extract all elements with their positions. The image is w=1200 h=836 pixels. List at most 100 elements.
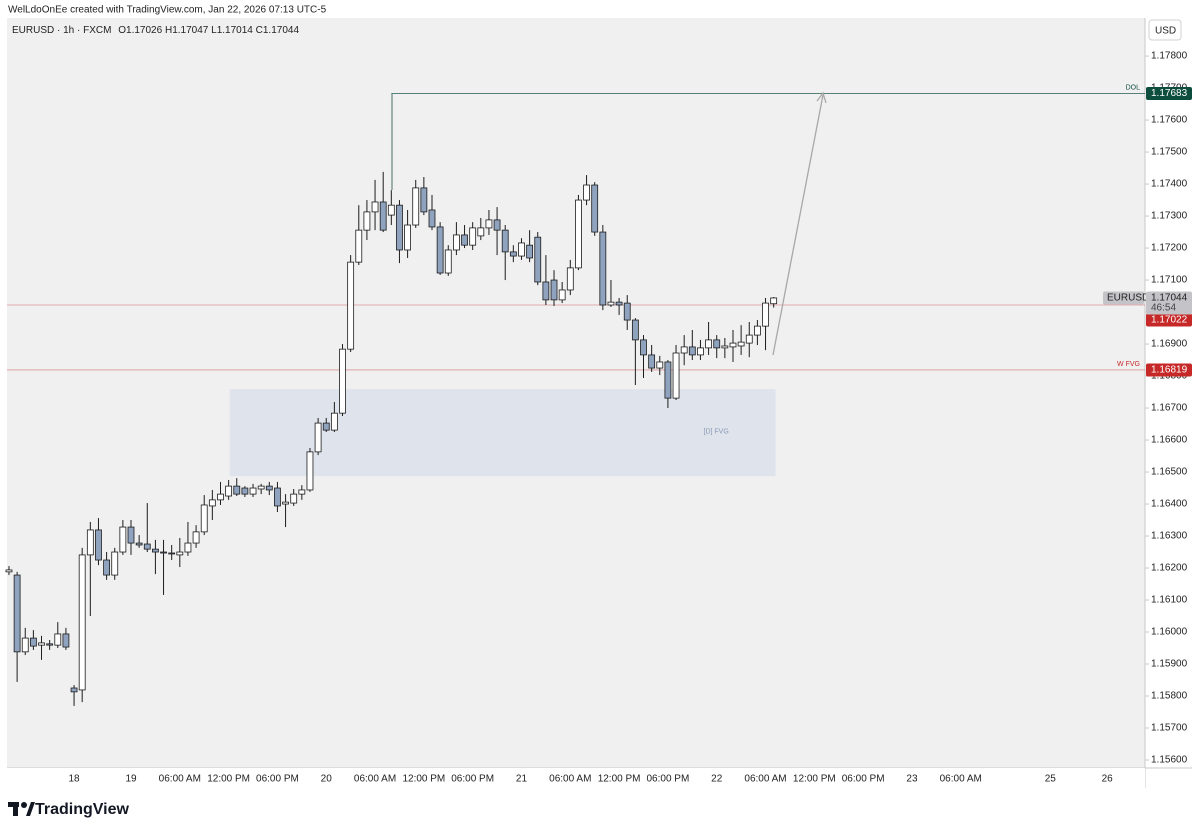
y-tick-label: 1.16600 xyxy=(1151,435,1188,446)
candle-body xyxy=(672,352,680,399)
candles xyxy=(5,171,778,706)
x-tick-label: 06:00 PM xyxy=(842,774,885,785)
price-line-label: W FVG xyxy=(1117,361,1140,368)
candle-body xyxy=(444,249,452,274)
price-axis-box xyxy=(1146,87,1192,101)
candle-body xyxy=(152,548,159,553)
candle-body xyxy=(396,204,403,251)
candle-body xyxy=(217,493,224,501)
candle-body xyxy=(648,354,656,369)
x-tick-label: 06:00 AM xyxy=(744,774,786,785)
y-tick-label: 1.15800 xyxy=(1151,691,1188,702)
candle-body xyxy=(631,319,639,341)
candle-body xyxy=(745,334,753,344)
symbol: EURUSD · 1h · FXCM xyxy=(12,25,111,36)
candle-body xyxy=(558,289,566,301)
x-tick-label: 06:00 PM xyxy=(647,774,690,785)
candle-body xyxy=(290,493,298,504)
ohlc-prefix: L xyxy=(211,25,217,36)
candle-body xyxy=(21,637,29,653)
candle-body xyxy=(379,201,387,231)
ohlc-value: 1.17044 xyxy=(263,25,300,36)
x-tick-label: 12:00 PM xyxy=(207,774,250,785)
candle-body xyxy=(469,227,477,246)
candle-body xyxy=(518,242,525,257)
currency[interactable]: USD xyxy=(1155,26,1176,37)
zone-label: [D] FVG xyxy=(704,429,729,436)
y-tick-label: 1.17600 xyxy=(1151,115,1188,126)
price-axis-label: 1.17022 xyxy=(1151,315,1188,326)
candle-body xyxy=(607,301,615,306)
price-axis-box xyxy=(1146,363,1192,377)
candle-body xyxy=(160,551,167,554)
candle-body xyxy=(314,422,322,453)
candle-body xyxy=(119,526,127,553)
candle-body xyxy=(38,642,45,646)
countdown: 46:54 xyxy=(1151,303,1176,314)
candle-body xyxy=(428,209,436,228)
candle-body xyxy=(339,348,346,414)
last-price-box xyxy=(1146,291,1192,315)
candle-body xyxy=(664,361,672,399)
ohlc-prefix: O xyxy=(118,25,126,36)
candle-body xyxy=(404,224,411,251)
candle-body xyxy=(420,187,428,213)
candle-body xyxy=(168,552,176,555)
candle-body xyxy=(753,325,761,336)
candle-body xyxy=(452,234,460,251)
currency-box[interactable] xyxy=(1148,19,1182,41)
candle-body xyxy=(322,422,330,431)
y-tick-label: 1.16000 xyxy=(1151,627,1188,638)
candle-body xyxy=(192,531,200,544)
candle-body xyxy=(29,637,37,647)
y-tick-label: 1.16500 xyxy=(1151,467,1188,478)
candle-body xyxy=(355,229,363,263)
candle-body xyxy=(249,487,257,495)
candle-body xyxy=(78,554,86,691)
candle-body xyxy=(5,569,13,573)
candle-body xyxy=(330,412,338,431)
candle-body xyxy=(680,346,688,354)
last-price-symbol-box xyxy=(1103,291,1144,305)
candle-body xyxy=(436,226,444,274)
price-axis-label: 1.17683 xyxy=(1151,88,1188,99)
ohlc-value: 1.17047 xyxy=(172,25,209,36)
candle-body xyxy=(241,487,249,495)
y-tick-label: 1.17400 xyxy=(1151,179,1188,190)
candle-body xyxy=(46,643,54,646)
x-tick-label: 12:00 PM xyxy=(793,774,836,785)
candle-body xyxy=(729,342,737,348)
candle-body xyxy=(566,267,574,291)
y-tick-label: 1.17800 xyxy=(1151,51,1188,62)
candle-body xyxy=(95,529,102,561)
x-tick-label: 21 xyxy=(516,774,528,785)
candle-body xyxy=(534,236,542,283)
candle-body xyxy=(501,229,509,253)
y-tick-label: 1.15600 xyxy=(1151,755,1188,766)
candle-body xyxy=(583,184,590,201)
candle-body xyxy=(225,485,233,497)
candle-body xyxy=(371,201,379,213)
candle-body xyxy=(62,633,70,648)
y-tick-label: 1.16100 xyxy=(1151,595,1188,606)
price-lines: DOL W FVG xyxy=(7,84,1145,371)
x-tick-label: 06:00 AM xyxy=(549,774,591,785)
candle-body xyxy=(477,227,485,237)
candle-body xyxy=(200,504,208,533)
y-tick-label: 1.17100 xyxy=(1151,275,1188,286)
y-tick-label: 1.16300 xyxy=(1151,531,1188,542)
legend: EURUSD · 1h · FXCM O1.17026 H1.17047 L1.… xyxy=(12,25,299,36)
x-tick-label: 22 xyxy=(711,774,723,785)
candle-body xyxy=(542,281,550,301)
candle-body xyxy=(591,184,599,233)
candle-body xyxy=(526,244,534,259)
x-tick-label: 12:00 PM xyxy=(402,774,445,785)
candle-body xyxy=(274,487,281,507)
candle-body xyxy=(688,346,696,356)
y-tick-label: 1.16900 xyxy=(1151,339,1188,350)
y-tick-label: 1.17500 xyxy=(1151,147,1188,158)
x-tick-label: 06:00 PM xyxy=(451,774,494,785)
y-tick-label: 1.15700 xyxy=(1151,723,1188,734)
